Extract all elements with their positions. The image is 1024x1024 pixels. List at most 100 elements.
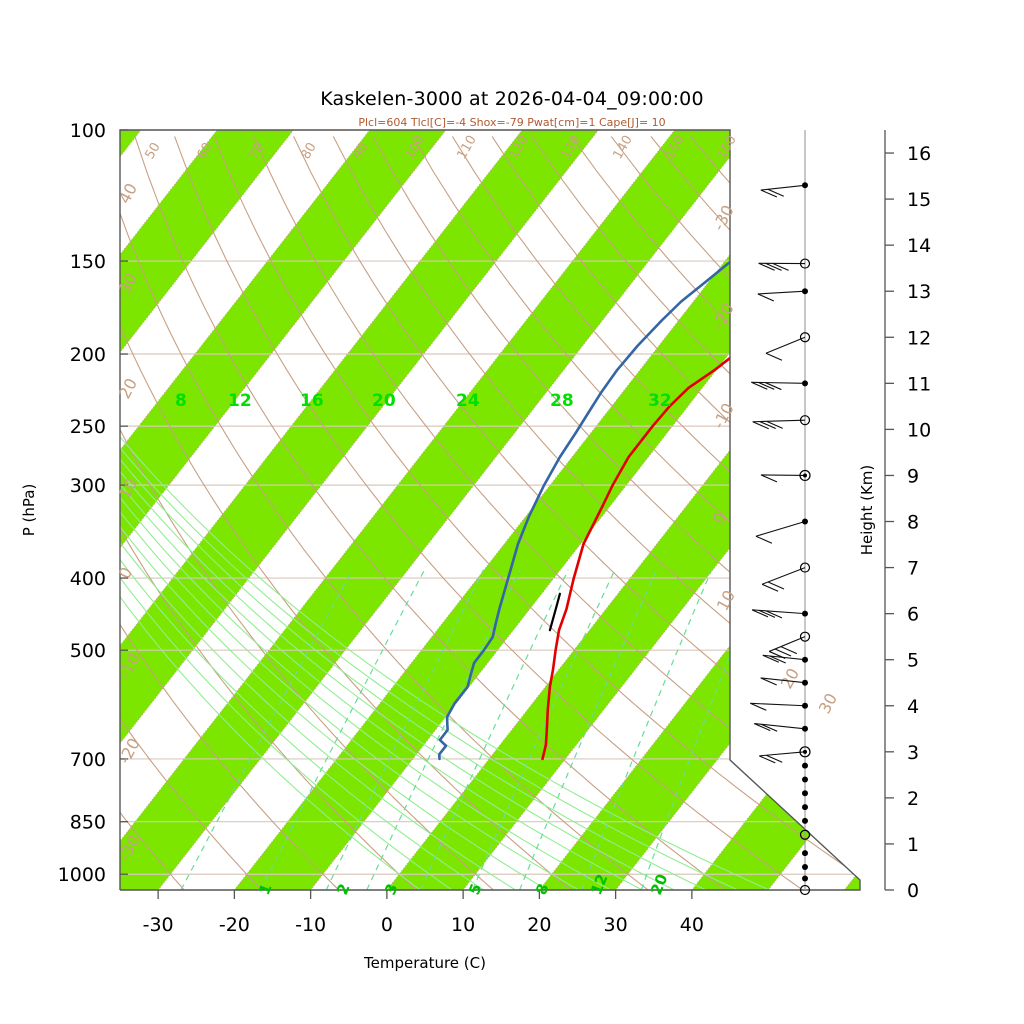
temperature-tick-label: -20	[219, 914, 250, 936]
wind-barb-flag	[765, 262, 782, 271]
wind-level-dot	[802, 817, 808, 824]
wind-level-ring	[799, 415, 811, 426]
temperature-tick-label: 20	[527, 914, 551, 936]
dry-adiabat-label: 60	[194, 140, 215, 162]
wind-barb-flag	[760, 189, 778, 198]
wind-barb-flag	[765, 382, 782, 391]
wind-level-ring	[799, 884, 811, 896]
wind-level-dot	[802, 702, 808, 709]
pressure-tick-label: 1000	[58, 864, 106, 886]
moist-adiabat-labels: 8 12 16 20 24 28 32	[175, 391, 672, 411]
moist-adiabat-label: 16	[300, 391, 324, 411]
wind-barb-staff	[760, 474, 806, 477]
height-tick-label: 6	[907, 604, 919, 626]
wind-level-bullseye	[799, 746, 811, 758]
y-axis-label: P (hPa)	[20, 484, 38, 537]
wind-barb-flag	[760, 474, 778, 483]
height-axis-label: Height (Km)	[858, 465, 876, 556]
wind-barb-staff	[757, 290, 806, 295]
wind-level-dot	[802, 380, 808, 387]
wind-barb-staff	[755, 520, 806, 537]
pressure-tick-label: 500	[70, 640, 106, 662]
wind-level-dot	[802, 610, 808, 617]
wind-barb-flag	[760, 723, 778, 732]
height-tick-label: 15	[907, 189, 931, 211]
wind-level-bullseye-center	[803, 749, 807, 754]
wind-barb-staff	[751, 381, 806, 384]
wind-level-dot	[802, 875, 808, 882]
pressure-tick-label: 250	[70, 416, 106, 438]
wind-barb-flag	[755, 535, 773, 544]
temperature-tick-label: 40	[680, 914, 704, 936]
wind-level-dot	[802, 804, 808, 811]
wind-level-dot	[802, 518, 808, 525]
temperature-tick-label: -10	[295, 914, 326, 936]
wind-level-dot	[802, 762, 808, 769]
wind-barb-flag	[757, 293, 775, 302]
wind-barb-staff	[760, 677, 806, 684]
temperature-axis: -30 -20 -10 0 10 20 30 40	[143, 890, 704, 936]
chart-subtitle: Plcl=604 Tlcl[C]=-4 Shox=-79 Pwat[cm]=1 …	[358, 116, 666, 129]
wind-barb-flag	[758, 262, 775, 271]
wind-barb-flag	[765, 610, 783, 619]
pressure-tick-label: 300	[70, 475, 106, 497]
wind-barb-flag	[754, 723, 771, 732]
wind-level-dot	[802, 679, 808, 686]
dry-adiabat-label: 50	[142, 140, 163, 162]
wind-level-ring	[799, 631, 811, 642]
wind-level-dot	[802, 725, 808, 732]
isotherm-label-right: 20	[777, 665, 803, 692]
height-tick-label: 9	[907, 465, 919, 487]
wind-barb-flag	[761, 583, 779, 592]
pressure-tick-label: 850	[70, 812, 106, 834]
wind-barb-flag	[765, 352, 783, 361]
wind-barb-flag	[767, 581, 785, 590]
wind-barb-flag	[751, 609, 769, 618]
wind-barb-flag	[780, 646, 798, 655]
height-tick-label: 8	[907, 512, 919, 534]
moist-adiabat-label: 24	[456, 391, 480, 411]
isotherm-label-right: 30	[815, 690, 841, 717]
height-tick-label: 14	[907, 235, 931, 257]
dry-adiabat-label: 70	[246, 140, 267, 162]
wind-barb-flag	[751, 381, 768, 390]
wind-barb-staff	[752, 419, 806, 423]
wind-barb-staff	[760, 184, 806, 191]
height-tick-label: 5	[907, 650, 919, 672]
wind-barb-flag	[758, 381, 775, 390]
moist-adiabat-label: 32	[648, 391, 672, 411]
moist-adiabat-label: 8	[175, 391, 187, 411]
wind-level-ring	[799, 562, 811, 573]
wind-barb-flag	[759, 421, 776, 430]
wind-barb-staff	[765, 336, 806, 354]
height-tick-label: 7	[907, 558, 919, 580]
wind-barb-flag	[768, 650, 786, 659]
height-tick-label: 12	[907, 327, 931, 349]
moist-adiabat-label: 20	[372, 391, 396, 411]
wind-barb-panel	[750, 130, 811, 896]
height-tick-label: 0	[907, 880, 919, 902]
height-tick-label: 16	[907, 143, 931, 165]
wind-barb-flag	[752, 421, 769, 430]
wind-barb-flag	[765, 754, 783, 763]
wind-barb-flag	[759, 755, 776, 764]
wind-level-bullseye-center	[803, 473, 807, 478]
wind-level-dot	[802, 850, 808, 857]
pressure-axis: 100 150 200 250 300 400 500 700 850 1000	[58, 120, 128, 886]
wind-barb-staff	[751, 609, 806, 615]
wind-barb-flag	[758, 609, 776, 618]
wind-barb-flag	[766, 420, 783, 429]
wind-level-dot	[802, 288, 808, 295]
pressure-tick-label: 700	[70, 749, 106, 771]
wind-level-ring	[799, 332, 811, 343]
pressure-tick-label: 400	[70, 568, 106, 590]
wind-level-dot	[802, 863, 808, 870]
height-tick-label: 11	[907, 373, 931, 395]
temperature-tick-label: -30	[143, 914, 174, 936]
moist-adiabat-label: 12	[228, 391, 252, 411]
dry-adiabat-label: 90	[350, 140, 371, 162]
wind-level-bullseye	[799, 469, 811, 482]
